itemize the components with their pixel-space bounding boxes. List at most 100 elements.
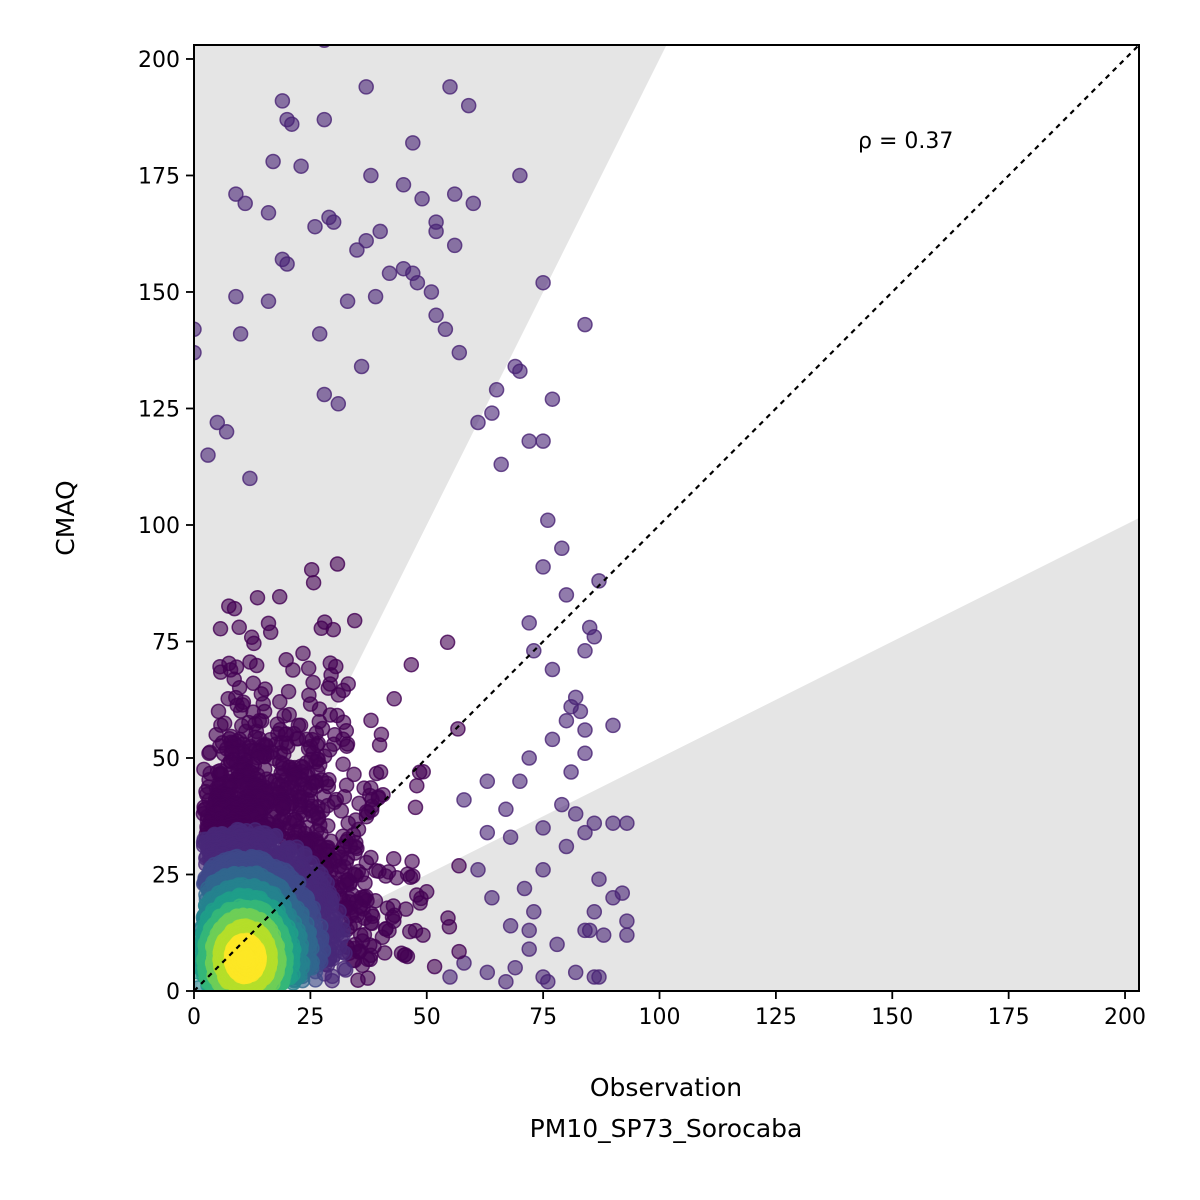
scatter-point <box>358 232 374 249</box>
scatter-point <box>367 288 384 305</box>
scatter-point <box>212 621 229 637</box>
scatter-point <box>535 433 551 449</box>
scatter-point <box>339 293 356 310</box>
scatter-point <box>405 135 421 151</box>
scatter-point <box>428 307 444 324</box>
scatter-point <box>285 662 301 678</box>
x-tick-label: 0 <box>187 1005 201 1030</box>
scatter-point <box>439 634 456 651</box>
scatter-point <box>330 396 347 412</box>
y-axis-label: CMAQ <box>51 480 80 555</box>
scatter-point <box>521 433 537 449</box>
correlation-annotation: ρ = 0.37 <box>858 129 953 154</box>
data-points <box>194 45 635 991</box>
scatter-point <box>232 326 249 342</box>
scatter-point <box>488 382 505 398</box>
scatter-point <box>516 880 533 897</box>
scatter-point <box>605 717 621 734</box>
scatter-point <box>242 470 258 487</box>
scatter-point <box>595 927 612 943</box>
scatter-point <box>456 792 472 808</box>
x-tick-label: 50 <box>413 1005 441 1030</box>
scatter-point <box>260 293 277 310</box>
scatter-point <box>209 414 226 431</box>
scatter-point <box>393 945 410 961</box>
x-tick-label: 100 <box>639 1005 681 1030</box>
scatter-point <box>248 657 265 674</box>
scatter-point <box>586 815 603 831</box>
scatter-point <box>446 237 463 254</box>
scatter-point <box>535 969 551 985</box>
scatter-point <box>554 540 570 557</box>
scatter-point <box>605 815 621 831</box>
scatter-point <box>535 862 551 878</box>
scatter-point <box>465 195 482 212</box>
scatter-point <box>228 288 244 305</box>
scatter-point <box>293 158 309 174</box>
scatter-point <box>339 738 355 754</box>
scatter-point <box>451 344 468 361</box>
scatter-point <box>535 559 551 575</box>
scatter-point <box>577 643 593 659</box>
scatter-point <box>544 391 561 407</box>
scatter-point <box>428 223 444 240</box>
scatter-point <box>577 745 593 762</box>
x-tick-label: 200 <box>1104 1005 1146 1030</box>
x-axis: 0 25 50 75 100 125 150 175 200 <box>187 991 1146 1030</box>
scatter-point <box>194 344 202 361</box>
scatter-point <box>403 656 420 673</box>
scatter-point <box>329 556 346 572</box>
x-axis-sublabel: PM10_SP73_Sorocaba <box>530 1114 803 1143</box>
scatter-point <box>262 624 279 641</box>
scatter-point <box>586 904 603 920</box>
x-tick-label: 175 <box>988 1005 1030 1030</box>
scatter-point <box>470 862 486 878</box>
scatter-point <box>295 645 311 662</box>
y-tick-label: 125 <box>138 397 180 422</box>
scatter-point <box>325 214 342 230</box>
scatter-point <box>333 803 350 819</box>
y-tick-label: 200 <box>138 48 180 73</box>
scatter-point <box>440 910 456 926</box>
scatter-point <box>484 890 500 906</box>
scatter-point <box>409 777 425 794</box>
scatter-point <box>442 79 458 95</box>
scatter-point <box>567 964 584 981</box>
scatter-point <box>563 764 579 780</box>
scatter-point <box>381 265 398 282</box>
scatter-point <box>218 424 235 440</box>
scatter-point <box>426 958 443 975</box>
scatter-point <box>363 167 379 184</box>
y-tick-label: 100 <box>138 514 180 539</box>
x-tick-label: 75 <box>529 1005 557 1030</box>
scatter-point <box>507 358 523 375</box>
scatter-point <box>577 824 593 841</box>
scatter-point <box>200 447 216 463</box>
scatter-point <box>446 186 463 202</box>
scatter-point <box>567 806 584 822</box>
scatter-point <box>554 796 570 813</box>
scatter-point <box>619 927 635 943</box>
scatter-point <box>605 890 621 906</box>
scatter-point <box>353 358 370 375</box>
scatter-point <box>591 573 607 589</box>
scatter-point <box>249 589 266 606</box>
scatter-point <box>313 620 330 637</box>
scatter-point <box>305 574 322 591</box>
scatter-point <box>414 191 430 207</box>
scatter-point <box>544 731 561 748</box>
scatter-point <box>521 750 537 766</box>
scatter-point <box>493 456 509 473</box>
scatter-point <box>228 186 244 202</box>
scatter-point <box>450 721 466 737</box>
scatter-point <box>231 619 247 636</box>
scatter-point <box>212 664 229 680</box>
scatter-point <box>526 904 542 920</box>
scatter-point <box>507 959 523 976</box>
scatter-point <box>226 600 243 617</box>
scatter-point <box>335 756 351 772</box>
scatter-point <box>265 153 281 170</box>
scatter-point <box>379 900 396 916</box>
shaded-band-lower <box>194 518 1139 991</box>
